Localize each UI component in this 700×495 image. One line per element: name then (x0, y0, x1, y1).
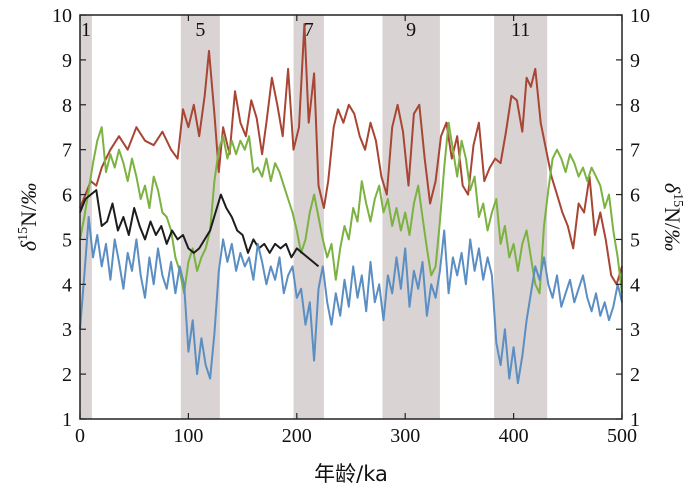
x-tick-label: 400 (499, 425, 529, 447)
svg-text:δ15N/‰: δ15N/‰ (660, 183, 685, 251)
band-label-5: 5 (195, 19, 205, 41)
x-tick-label: 200 (282, 425, 312, 447)
x-tick-label: 100 (173, 425, 203, 447)
y-tick-label-right: 4 (630, 274, 640, 296)
band-label-9: 9 (406, 19, 416, 41)
y-tick-label-right: 6 (630, 185, 640, 207)
band-label-1: 1 (81, 19, 91, 41)
y-tick-label-right: 7 (630, 140, 640, 162)
x-axis-title: 年龄/ka (314, 462, 388, 486)
y-tick-label-left: 10 (52, 5, 72, 27)
axis-ticks (79, 14, 623, 420)
y-tick-label-left: 3 (62, 319, 72, 341)
x-tick-label: 0 (75, 425, 85, 447)
series-line-black (79, 189, 320, 268)
y-tick-label-left: 1 (62, 409, 72, 431)
series-line-green (79, 121, 623, 295)
series-line-red (79, 23, 623, 286)
x-tick-label: 500 (607, 425, 637, 447)
y-tick-label-right: 5 (630, 229, 640, 251)
series-line-blue (79, 216, 623, 385)
y-axis-title-left: δ15N/‰ (16, 183, 41, 251)
y-tick-label-right: 2 (630, 364, 640, 386)
band-label-11: 11 (511, 19, 530, 41)
plot-frame (79, 14, 623, 420)
y-tick-label-right: 3 (630, 319, 640, 341)
svg-text:δ15N/‰: δ15N/‰ (16, 183, 41, 251)
y-tick-label-right: 8 (630, 95, 640, 117)
y-tick-label-right: 10 (630, 5, 650, 27)
y-tick-label-left: 6 (62, 185, 72, 207)
y-tick-label-left: 4 (62, 274, 72, 296)
y-tick-label-left: 8 (62, 95, 72, 117)
shaded-band-1 (80, 15, 92, 419)
y-tick-label-right: 9 (630, 50, 640, 72)
y-tick-label-left: 9 (62, 50, 72, 72)
y-tick-label-left: 7 (62, 140, 72, 162)
y-tick-label-left: 2 (62, 364, 72, 386)
x-tick-label: 300 (390, 425, 420, 447)
y-tick-label-left: 5 (62, 229, 72, 251)
y-axis-title-right: δ15N/‰ (660, 183, 685, 251)
band-label-7: 7 (304, 19, 314, 41)
y-tick-label-right: 1 (630, 409, 640, 431)
interval-labels: 1 5 7 9 11 (81, 19, 530, 41)
data-series (79, 23, 623, 385)
